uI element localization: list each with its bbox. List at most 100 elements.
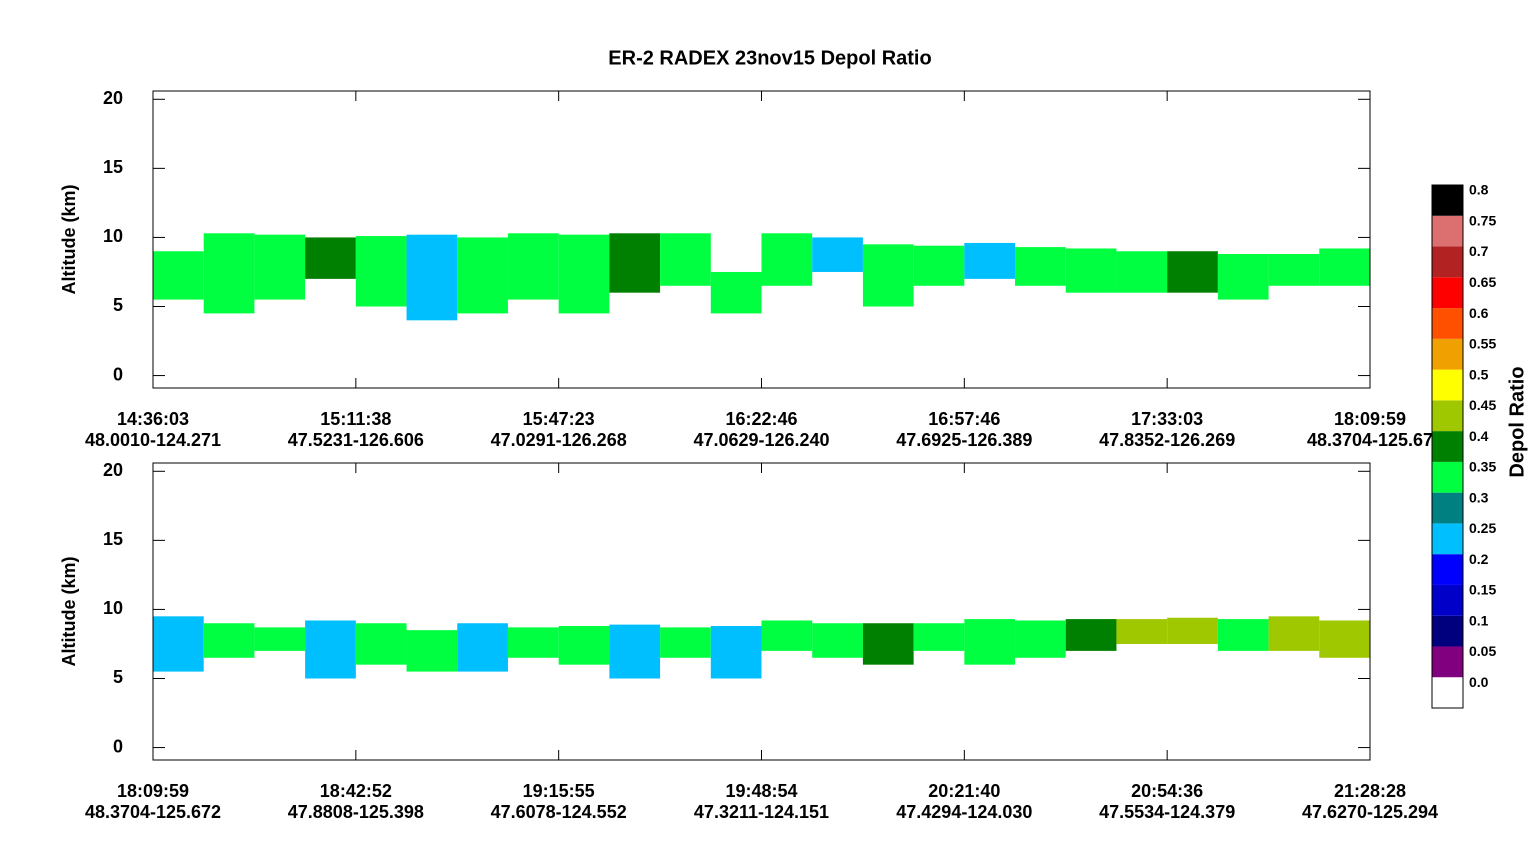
colorbar-swatch — [1432, 584, 1463, 616]
chart-title: ER-2 RADEX 23nov15 Depol Ratio — [608, 47, 931, 69]
colorbar-swatch — [1432, 369, 1463, 401]
x-tick-location: 47.6078-124.552 — [491, 802, 627, 822]
cloud-column — [1015, 247, 1066, 286]
colorbar-swatch — [1432, 677, 1463, 708]
cloud-column — [203, 233, 255, 314]
y-axis-label: Altitude (km) — [59, 556, 79, 666]
x-tick-location: 48.3704-125.67 — [1307, 430, 1433, 450]
x-tick-label: 20:54:36 — [1131, 781, 1203, 801]
colorbar-label: Depol Ratio — [1506, 366, 1528, 477]
colorbar-tick-label: 0.7 — [1469, 243, 1489, 259]
cloud-column — [1167, 617, 1218, 644]
cloud-column — [761, 233, 813, 286]
colorbar-swatch — [1432, 492, 1463, 524]
cloud-column — [507, 233, 559, 300]
y-tick-label: 20 — [103, 88, 123, 108]
x-tick-location: 47.6925-126.389 — [896, 430, 1032, 450]
colorbar-swatch — [1432, 646, 1463, 678]
cloud-column — [660, 627, 711, 658]
colorbar-swatch — [1432, 431, 1463, 462]
colorbar-tick-label: 0.55 — [1469, 336, 1496, 352]
cloud-column — [1268, 616, 1320, 651]
x-tick-label: 18:09:59 — [1334, 409, 1406, 429]
cloud-column — [254, 627, 306, 651]
cloud-column — [355, 236, 407, 307]
colorbar-swatch — [1432, 554, 1463, 585]
colorbar-swatch — [1432, 400, 1463, 432]
colorbar-tick-label: 0.0 — [1469, 674, 1489, 690]
colorbar-swatch — [1432, 523, 1463, 555]
colorbar-swatch — [1432, 308, 1463, 339]
cloud-column — [862, 623, 914, 665]
y-tick-label: 20 — [103, 460, 123, 480]
cloud-column — [558, 626, 610, 665]
x-tick-label: 19:48:54 — [725, 781, 797, 801]
y-tick-label: 5 — [113, 667, 123, 687]
cloud-column — [660, 233, 711, 286]
colorbar-tick-label: 0.65 — [1469, 274, 1496, 290]
cloud-column — [558, 234, 610, 314]
cloud-column — [406, 234, 458, 321]
cloud-column — [609, 624, 661, 679]
colorbar-tick-label: 0.5 — [1469, 366, 1489, 382]
cloud-column — [1116, 619, 1168, 644]
y-tick-label: 0 — [113, 364, 123, 384]
x-tick-location: 47.8808-125.398 — [288, 802, 424, 822]
x-tick-location: 48.3704-125.672 — [85, 802, 221, 822]
cloud-column — [153, 616, 204, 672]
colorbar-tick-label: 0.15 — [1469, 582, 1496, 598]
x-tick-label: 20:21:40 — [928, 781, 1000, 801]
cloud-column — [305, 237, 356, 279]
colorbar-tick-label: 0.75 — [1469, 212, 1496, 228]
cloud-column — [507, 627, 559, 658]
x-tick-location: 47.3211-124.151 — [694, 802, 829, 822]
colorbar-swatch — [1432, 277, 1463, 309]
cloud-column — [812, 623, 863, 658]
x-tick-location: 47.5231-126.606 — [288, 430, 424, 450]
x-tick-label: 19:15:55 — [523, 781, 595, 801]
y-tick-label: 10 — [103, 226, 123, 246]
cloud-column — [1217, 619, 1269, 651]
cloud-column — [710, 271, 762, 314]
x-tick-label: 14:36:03 — [117, 409, 189, 429]
cloud-column — [406, 630, 458, 672]
x-tick-label: 15:11:38 — [320, 409, 391, 429]
colorbar-tick-label: 0.05 — [1469, 643, 1496, 659]
cloud-column — [913, 245, 965, 286]
cloud-column — [913, 623, 965, 651]
cloud-column — [812, 237, 863, 272]
y-axis-label: Altitude (km) — [59, 184, 79, 294]
colorbar-swatch — [1432, 246, 1463, 278]
cloud-column — [1065, 619, 1117, 651]
x-tick-location: 48.0010-124.271 — [85, 430, 221, 450]
colorbar-tick-label: 0.35 — [1469, 459, 1496, 475]
x-tick-label: 21:28:28 — [1334, 781, 1406, 801]
colorbar-swatch — [1432, 185, 1463, 216]
y-tick-label: 15 — [103, 529, 123, 549]
x-tick-label: 16:57:46 — [928, 409, 1000, 429]
cloud-column — [1319, 620, 1370, 658]
colorbar-tick-label: 0.1 — [1469, 612, 1489, 628]
colorbar-tick-label: 0.3 — [1469, 489, 1489, 505]
cloud-column — [1116, 251, 1168, 293]
cloud-column — [1217, 254, 1269, 300]
cloud-column — [203, 623, 255, 658]
cloud-column — [1167, 251, 1218, 293]
x-tick-label: 15:47:23 — [523, 409, 595, 429]
cloud-column — [305, 620, 356, 679]
x-tick-location: 47.5534-124.379 — [1099, 802, 1235, 822]
cloud-column — [1319, 248, 1370, 286]
x-tick-location: 47.0629-126.240 — [693, 430, 829, 450]
cloud-column — [1268, 254, 1320, 286]
plot-frame — [152, 462, 1371, 761]
cloud-column — [964, 242, 1016, 279]
colorbar-tick-label: 0.2 — [1469, 551, 1489, 567]
y-tick-label: 5 — [113, 295, 123, 315]
cloud-column — [710, 626, 762, 679]
cloud-column — [254, 234, 306, 300]
cloud-column — [609, 233, 661, 293]
x-tick-label: 18:09:59 — [117, 781, 189, 801]
colorbar-tick-label: 0.25 — [1469, 520, 1496, 536]
